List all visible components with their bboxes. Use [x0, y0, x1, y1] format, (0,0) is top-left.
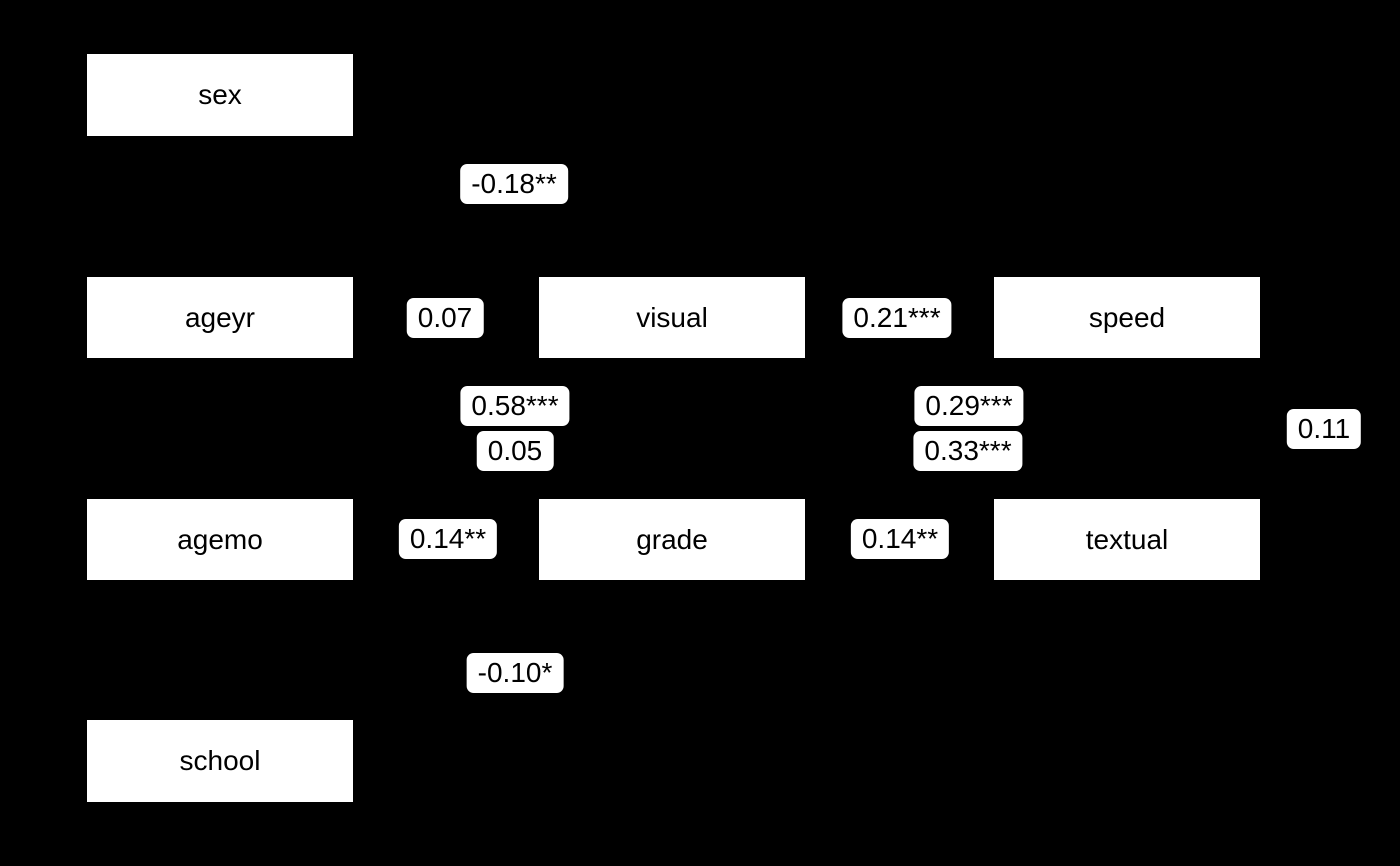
node-agemo: agemo	[85, 497, 355, 582]
edge-label: 0.05	[476, 431, 554, 471]
edge-label: 0.14**	[850, 519, 950, 559]
edge-label: 0.07	[406, 298, 484, 338]
node-speed: speed	[992, 275, 1262, 360]
edge-label: 0.33***	[913, 431, 1023, 471]
edge-label: -0.18**	[460, 164, 568, 204]
node-sex: sex	[85, 52, 355, 138]
edge-label: 0.11	[1286, 409, 1362, 449]
edge-label: 0.14**	[398, 519, 498, 559]
node-ageyr: ageyr	[85, 275, 355, 360]
edge-label: 0.58***	[460, 386, 570, 426]
node-textual: textual	[992, 497, 1262, 582]
edge-label: 0.21***	[842, 298, 952, 338]
node-school: school	[85, 718, 355, 804]
node-grade: grade	[537, 497, 807, 582]
edge-label: 0.29***	[914, 386, 1024, 426]
edge-label: -0.10*	[466, 653, 564, 693]
node-visual: visual	[537, 275, 807, 360]
